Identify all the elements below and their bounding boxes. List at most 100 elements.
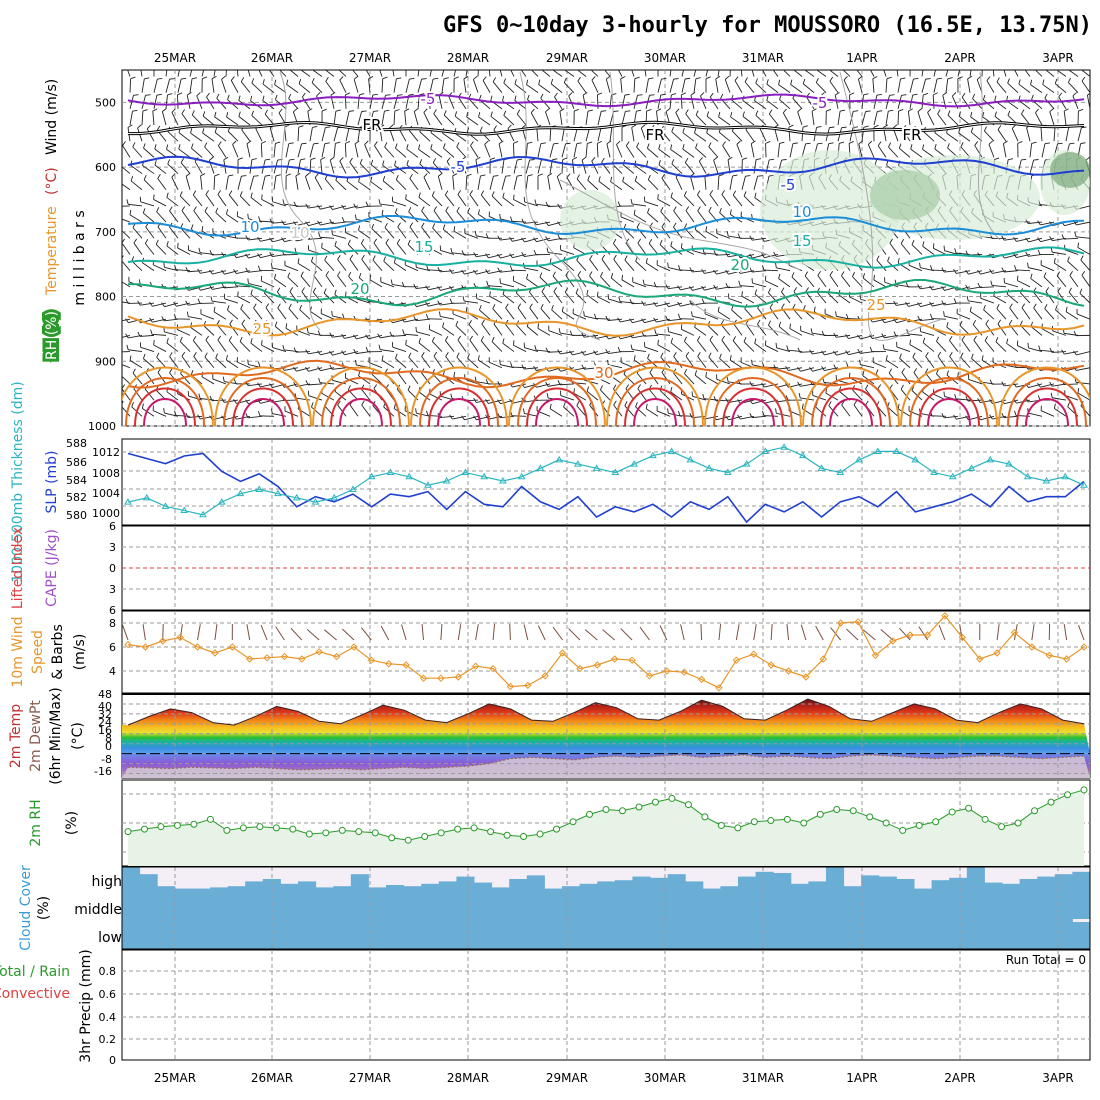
wind-barb xyxy=(167,163,179,174)
cloud-bar-high xyxy=(966,867,985,891)
wind-barb xyxy=(332,221,347,225)
wind-barb-flag xyxy=(886,76,892,80)
wind-barb xyxy=(1034,70,1043,77)
wind-barb-flag xyxy=(312,287,317,293)
wind-barb-flag xyxy=(749,235,753,241)
wind-barb-flag xyxy=(305,234,309,240)
wind-barb-flag xyxy=(156,93,162,96)
wind-barb-flag xyxy=(406,160,409,166)
wind-barb xyxy=(169,356,179,369)
wind-speed-point xyxy=(280,652,289,661)
wind-barb xyxy=(255,128,263,142)
wind-barb xyxy=(852,276,863,288)
cloud-bar-high xyxy=(773,873,792,891)
cloud-bar-low xyxy=(931,919,950,949)
wind-barb xyxy=(157,226,167,239)
wind-barb-flag xyxy=(503,110,507,116)
thickness-point xyxy=(817,464,826,471)
panel-grid xyxy=(122,611,1090,693)
surface-barb xyxy=(537,625,546,641)
rh-point xyxy=(404,836,412,844)
wind-barb-flag xyxy=(749,267,753,273)
wind-barb-flag xyxy=(227,61,232,63)
wind-barb xyxy=(800,367,815,372)
wind-barb-flag xyxy=(528,62,530,67)
wind-barb-flag xyxy=(859,359,861,365)
cloud-bar-middle xyxy=(843,891,862,919)
wind-barb-flag xyxy=(653,302,657,307)
cloud-bar-middle xyxy=(861,891,880,919)
rh-point xyxy=(833,805,841,813)
wind-barb xyxy=(1028,412,1043,417)
wind-barb xyxy=(1018,83,1031,94)
wind-barb-flag xyxy=(717,306,720,312)
wind-barb xyxy=(368,78,371,93)
wind-barb-flag xyxy=(484,140,489,145)
wind-barb xyxy=(165,94,168,109)
wind-barb-flag xyxy=(358,370,361,376)
temp-contour xyxy=(127,308,1085,337)
rh-point xyxy=(536,830,544,838)
wind-speed-point xyxy=(141,643,150,651)
wind-barb-flag xyxy=(364,140,369,145)
wind-barb xyxy=(945,78,949,93)
wind-barb xyxy=(617,70,623,77)
wind-barb xyxy=(144,243,155,255)
panel-grid xyxy=(122,439,1090,525)
wind-barb-flag xyxy=(709,190,714,195)
wind-barb-flag xyxy=(133,94,139,96)
temp-contour-loop xyxy=(428,387,490,426)
wind-barb xyxy=(650,128,659,142)
wind-speed-point xyxy=(871,651,880,660)
wind-barb-flag xyxy=(557,234,561,240)
wind-barb-flag xyxy=(1025,251,1029,257)
wind-barb-flag xyxy=(493,125,497,131)
surface-barb xyxy=(800,624,807,641)
wind-barb xyxy=(272,201,287,207)
wind-barb-flag xyxy=(617,317,621,323)
wind-barb xyxy=(250,197,263,207)
wind-barb xyxy=(670,148,683,158)
thickness-point xyxy=(911,455,920,463)
wind-label-line1: 10m Wind xyxy=(10,616,26,687)
wind-barb xyxy=(491,341,503,352)
thickness-point xyxy=(142,493,151,501)
wind-barb xyxy=(500,270,515,273)
wind-barb-flag xyxy=(526,273,529,279)
surface-barb xyxy=(290,627,303,641)
wind-barb xyxy=(670,196,683,207)
cloud-bar-low xyxy=(984,919,1003,949)
wind-barb-flag xyxy=(901,94,907,96)
wind-barb-flag xyxy=(937,62,942,63)
wind-barb-flag xyxy=(893,300,897,306)
wind-barb xyxy=(1018,100,1031,110)
wind-barb-flag xyxy=(994,111,997,117)
wind-barb xyxy=(764,383,779,388)
wind-barb-flag xyxy=(314,173,319,178)
wind-barb xyxy=(932,94,935,109)
wind-barb-flag xyxy=(433,77,439,80)
wind-barb-flag xyxy=(185,267,189,272)
wind-barb-flag xyxy=(469,190,473,195)
temp-label-line2: 2m DewPt xyxy=(28,700,44,772)
wind-barb xyxy=(597,127,602,142)
wind-barb-flag xyxy=(265,174,271,177)
wind-barb xyxy=(129,95,134,109)
wind-barb xyxy=(469,339,479,352)
wind-barb-flag xyxy=(922,241,925,247)
wind-barb xyxy=(742,116,755,126)
wind-barb xyxy=(502,197,515,207)
wind-barb xyxy=(812,351,827,355)
cloud-bar-low xyxy=(1002,919,1021,949)
wind-barb xyxy=(467,357,479,369)
wind-barb xyxy=(575,292,587,304)
wind-speed-point xyxy=(593,661,602,669)
rh-point xyxy=(651,798,659,806)
temp-contour-loop xyxy=(820,387,882,426)
wind-barb-flag xyxy=(1014,410,1017,416)
wind-barb xyxy=(1054,262,1067,272)
wind-barb-flag xyxy=(781,159,787,161)
wind-barb xyxy=(353,79,359,93)
wind-speed-point xyxy=(159,637,167,645)
wind-barb-flag xyxy=(647,208,650,214)
